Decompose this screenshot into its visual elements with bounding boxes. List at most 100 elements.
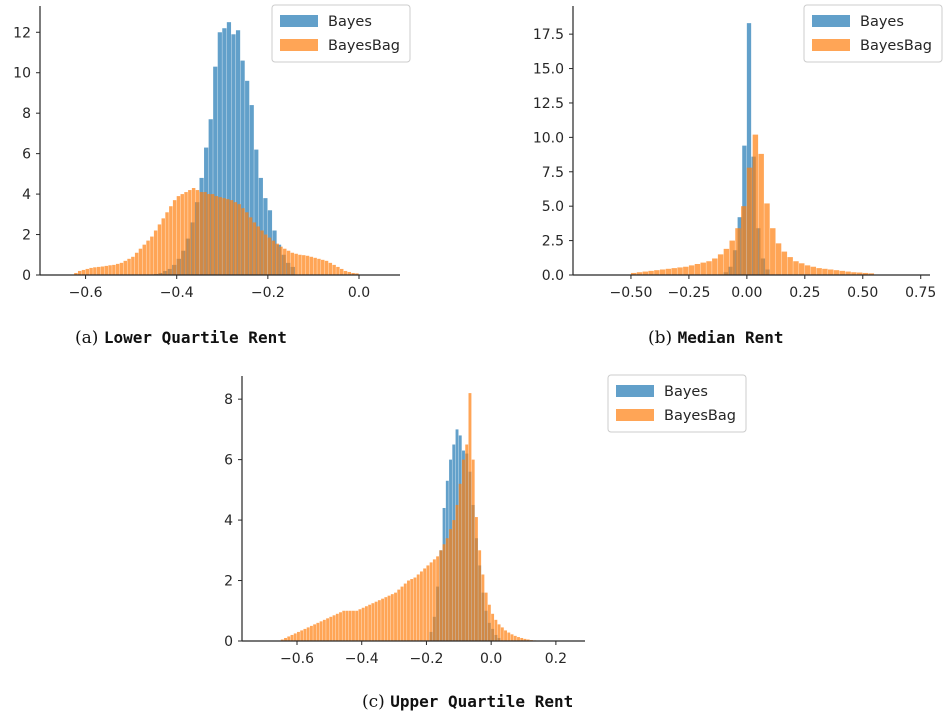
bar-bayesbag-44 xyxy=(241,208,245,275)
bar-bayesbag-45 xyxy=(245,212,249,275)
bar-bayesbag-38 xyxy=(403,583,407,641)
bar-bayesbag-21 xyxy=(752,134,759,275)
y-tick-label: 2.5 xyxy=(542,234,564,250)
bar-bayesbag-31 xyxy=(810,266,817,275)
bar-bayesbag-7 xyxy=(100,266,105,275)
bar-bayesbag-4 xyxy=(654,270,660,275)
bar-bayesbag-36 xyxy=(397,589,401,641)
bar-bayesbag-37 xyxy=(845,271,851,275)
bar-bayesbag-3 xyxy=(85,268,90,275)
bar-bayesbag-14 xyxy=(127,258,131,275)
bar-bayes-5 xyxy=(746,23,752,275)
bar-bayesbag-28 xyxy=(180,194,184,275)
bar-bayesbag-42 xyxy=(233,202,238,275)
bar-bayesbag-64 xyxy=(487,604,491,641)
bar-bayesbag-54 xyxy=(455,504,459,641)
bar-bayesbag-58 xyxy=(294,253,298,275)
bar-bayesbag-61 xyxy=(305,255,310,275)
bar-bayesbag-18 xyxy=(735,228,741,275)
bar-bayesbag-41 xyxy=(413,577,417,641)
axes: −0.6 −0.4 −0.2 0.0 0 2 4 6 8 10 12 xyxy=(13,6,400,301)
legend: Bayes BayesBag xyxy=(271,4,411,63)
bar-bayesbag-71 xyxy=(343,270,348,275)
histogram-bars xyxy=(630,23,875,275)
y-tick-label: 5.0 xyxy=(542,199,564,215)
axes: −0.50 −0.25 0.00 0.25 0.50 0.75 0.0 2.5 5.0 7.5 10… xyxy=(533,6,936,301)
bar-bayesbag-64 xyxy=(317,258,321,275)
y-tick-label: 6 xyxy=(22,147,31,163)
bar-bayesbag-70 xyxy=(340,268,344,275)
bar-bayesbag-10 xyxy=(688,265,695,275)
bar-bayesbag-0 xyxy=(630,272,637,275)
bar-bayesbag-43 xyxy=(419,571,423,641)
bar-bayesbag-63 xyxy=(313,257,317,275)
y-tick-label: 2 xyxy=(224,574,233,590)
legend: Bayes BayesBag xyxy=(803,4,943,63)
y-tick-label: 0 xyxy=(22,268,31,284)
bar-bayesbag-30 xyxy=(377,600,381,641)
bar-bayesbag-36 xyxy=(210,194,215,275)
bar-bayesbag-23 xyxy=(161,218,165,275)
bar-bayesbag-52 xyxy=(271,240,276,275)
bar-bayesbag-3 xyxy=(648,270,654,275)
legend-label-bayes: Bayes xyxy=(860,14,904,30)
bar-bayesbag-22 xyxy=(758,153,764,275)
x-tick-label: 0.75 xyxy=(905,285,936,301)
bar-bayesbag-53 xyxy=(452,520,456,641)
bar-bayesbag-33 xyxy=(822,268,828,275)
bar-bayesbag-7 xyxy=(303,628,307,641)
bar-bayes-7 xyxy=(756,228,761,275)
bar-bayesbag-48 xyxy=(436,556,440,641)
bar-bayesbag-11 xyxy=(316,622,320,641)
bar-bayesbag-8 xyxy=(104,265,109,275)
bar-bayesbag-4 xyxy=(89,267,93,275)
y-tick-label: 0.0 xyxy=(542,268,564,284)
axes: −0.6 −0.4 −0.2 0.0 0.2 0 2 4 6 8 xyxy=(224,376,585,667)
bar-bayesbag-2 xyxy=(642,271,648,275)
bar-bayesbag-15 xyxy=(329,616,333,641)
bar-bayesbag-5 xyxy=(297,631,300,641)
histogram-bars xyxy=(280,393,550,641)
bar-bayesbag-66 xyxy=(494,619,498,641)
bar-bayesbag-15 xyxy=(717,254,724,275)
bar-bayesbag-68 xyxy=(332,264,336,275)
bar-bayesbag-18 xyxy=(142,244,146,275)
bar-bayesbag-53 xyxy=(275,243,279,275)
bar-bayesbag-50 xyxy=(442,544,446,641)
bar-bayesbag-48 xyxy=(256,226,260,275)
bar-bayesbag-11 xyxy=(694,263,701,275)
bar-bayesbag-10 xyxy=(313,624,317,641)
bar-bayesbag-17 xyxy=(335,613,339,641)
x-tick-label: 0.50 xyxy=(847,285,878,301)
bar-bayesbag-14 xyxy=(326,618,330,641)
y-tick-label: 8 xyxy=(22,106,31,122)
bar-bayesbag-34 xyxy=(203,192,207,275)
bar-bayesbag-17 xyxy=(138,248,143,275)
bar-bayesbag-52 xyxy=(449,529,452,641)
legend-label-bayesbag: BayesBag xyxy=(328,38,400,54)
bar-bayesbag-73 xyxy=(517,637,520,641)
bar-bayesbag-49 xyxy=(439,550,443,641)
bar-bayesbag-33 xyxy=(387,595,391,641)
bar-bayesbag-29 xyxy=(184,192,188,275)
x-tick-label: −0.4 xyxy=(345,651,379,667)
bar-bayesbag-24 xyxy=(165,212,169,275)
bar-bayes-20 xyxy=(245,80,250,275)
bar-bayesbag-11 xyxy=(115,263,120,276)
legend-swatch-bayesbag xyxy=(280,39,318,51)
bar-bayesbag-60 xyxy=(302,255,306,275)
bar-bayes-17 xyxy=(231,34,236,275)
bar-bayesbag-1 xyxy=(77,270,82,275)
bar-bayesbag-6 xyxy=(665,268,672,275)
bar-bayes-22 xyxy=(254,149,259,275)
bar-bayesbag-0 xyxy=(280,639,284,641)
bar-bayesbag-22 xyxy=(157,224,162,275)
y-tick-label: 6 xyxy=(224,453,233,469)
y-tick-label: 10.0 xyxy=(533,130,564,146)
bar-bayesbag-13 xyxy=(123,260,127,275)
bar-bayesbag-43 xyxy=(237,204,241,275)
bar-bayes-21 xyxy=(249,105,254,275)
bar-bayesbag-33 xyxy=(199,192,203,275)
bar-bayesbag-14 xyxy=(712,258,718,275)
bar-bayesbag-76 xyxy=(526,639,530,641)
